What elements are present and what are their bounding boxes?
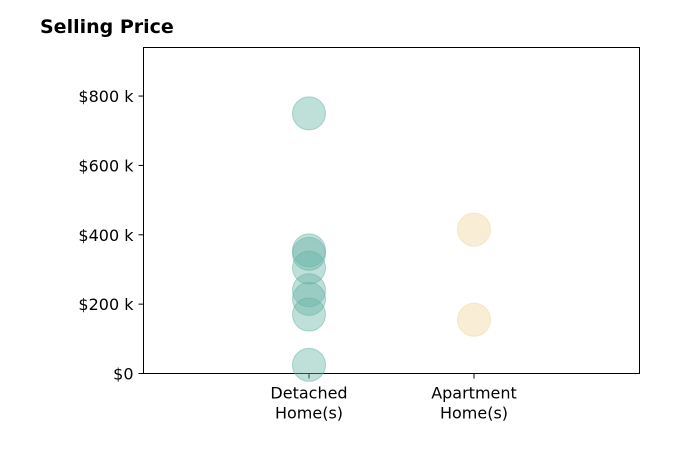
data-point [292, 236, 326, 271]
x-axis: Detached Home(s) Apartment Home(s) [270, 373, 517, 423]
y-tick-label: $600 k [78, 156, 134, 175]
data-point [457, 302, 491, 337]
data-points [292, 96, 491, 382]
y-tick-label: $400 k [78, 226, 134, 245]
y-tick-label: $200 k [78, 295, 134, 314]
data-point [292, 297, 326, 332]
data-point [457, 212, 491, 247]
data-point [292, 281, 326, 316]
y-axis: $0 $200 k $400 k $600 k $800 k [78, 87, 144, 384]
chart-title: Selling Price [40, 16, 174, 38]
plot-frame [143, 47, 640, 374]
data-point [292, 273, 326, 308]
x-tick-label: Detached Home(s) [270, 384, 347, 423]
y-tick-label: $800 k [78, 87, 134, 106]
x-tick-label: Apartment Home(s) [431, 384, 517, 423]
data-point [292, 96, 326, 131]
y-tick-label: $0 [113, 365, 133, 384]
data-point [292, 347, 326, 382]
